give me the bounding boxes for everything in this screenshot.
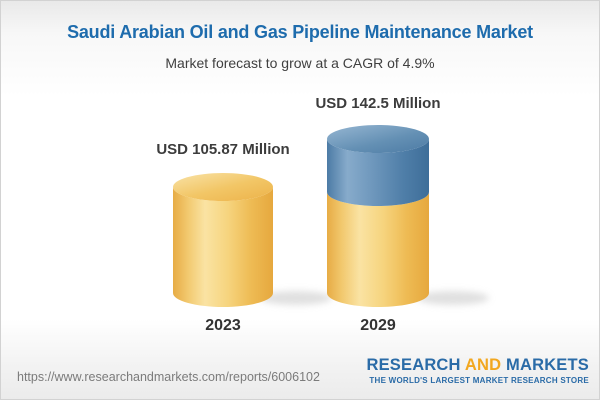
research-and-markets-logo: RESEARCH AND MARKETS THE WORLD'S LARGEST… — [366, 356, 589, 385]
cylinder-shadow-2029 — [417, 291, 489, 305]
logo-tagline: THE WORLD'S LARGEST MARKET RESEARCH STOR… — [369, 376, 589, 385]
logo-word-markets: MARKETS — [506, 356, 589, 374]
category-label-2029: 2029 — [360, 317, 396, 334]
cylinder-2029-base-segment — [327, 192, 429, 307]
logo-word-and: AND — [464, 356, 502, 374]
logo-word-research: RESEARCH — [366, 356, 461, 374]
cylinder-2023-body — [173, 187, 273, 307]
chart-title: Saudi Arabian Oil and Gas Pipeline Maint… — [67, 22, 533, 42]
report-url: https://www.researchandmarkets.com/repor… — [17, 370, 320, 384]
cylinder-2029 — [327, 125, 429, 307]
cylinder-shadow-2023 — [260, 291, 332, 305]
value-label-2029: USD 142.5 Million — [315, 95, 441, 112]
category-label-2023: 2023 — [205, 317, 241, 334]
cylinder-2023 — [173, 173, 273, 307]
logo-wordmark: RESEARCH AND MARKETS — [366, 356, 589, 374]
cylinder-2029-growth-segment — [327, 139, 429, 206]
cylinder-2023-top — [173, 173, 273, 201]
chart-subtitle: Market forecast to grow at a CAGR of 4.9… — [165, 55, 435, 71]
cylinder-2029-top — [327, 125, 429, 153]
value-label-2023: USD 105.87 Million — [156, 141, 290, 158]
